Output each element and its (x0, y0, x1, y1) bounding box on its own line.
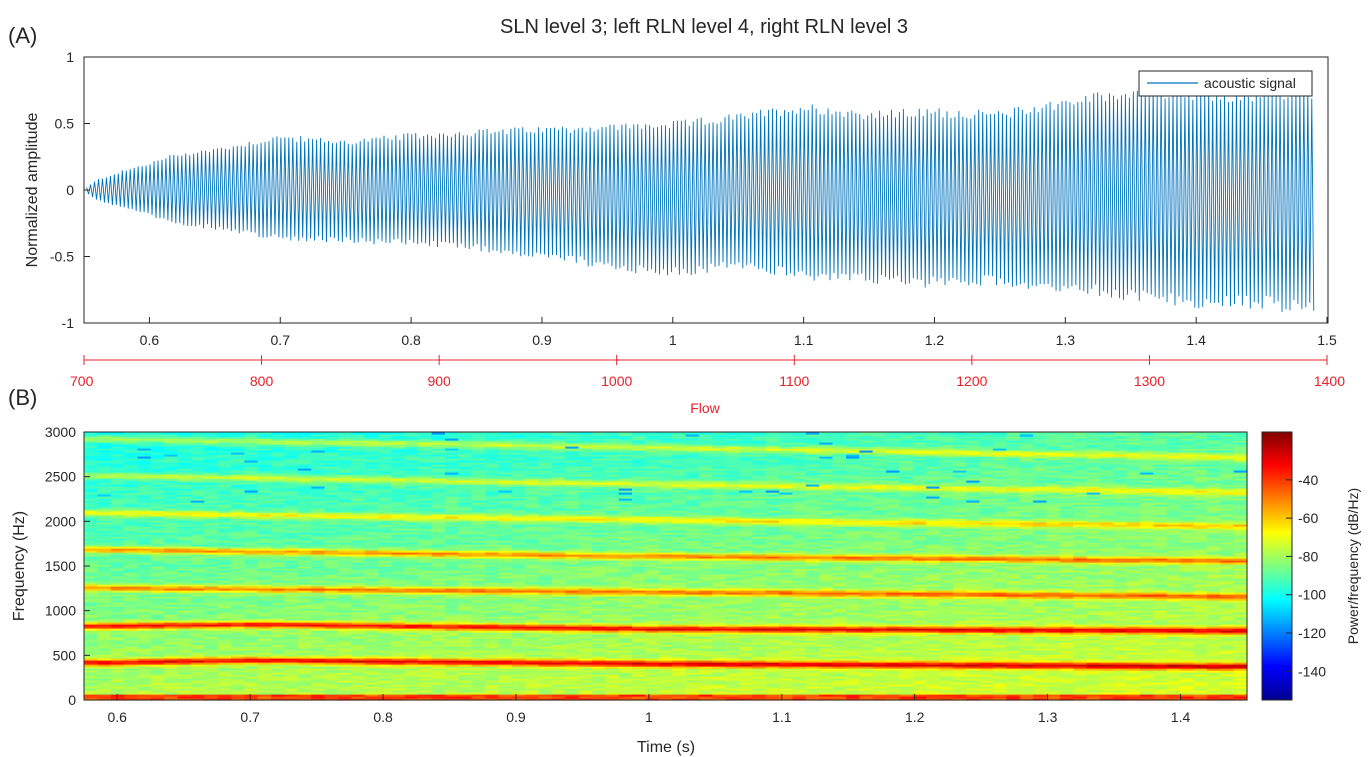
flow-tick-label: 1200 (956, 373, 987, 389)
x-tick-label-b: 0.9 (506, 709, 526, 725)
flow-tick-label: 900 (427, 373, 451, 389)
panel-b: (B) Frequency (Hz) Time (s) 0.6 0.7 0.8 0.9… (8, 385, 1361, 756)
colorbar-title: Power/frequency (dB/Hz) (1345, 488, 1361, 644)
spectrogram-heatmap (84, 432, 1248, 701)
axes-box-a (83, 56, 1329, 324)
y-tick-label-b: 2500 (45, 469, 76, 485)
axes-box-b (83, 431, 1248, 701)
signal-line (86, 88, 1315, 313)
colorbar-tick-label: -80 (1298, 548, 1318, 564)
x-tick-label-b: 1.3 (1038, 709, 1058, 725)
flow-tick-label: 1100 (779, 373, 809, 389)
x-tick-label-b: 1.1 (772, 709, 792, 725)
x-tick-label-a: 1.1 (794, 332, 814, 348)
y-tick-label-a: -1 (62, 315, 75, 331)
x-tick-label-a: 0.8 (401, 332, 421, 348)
colorbar-tick-label: -120 (1298, 625, 1326, 641)
colorbar-tick-label: -60 (1298, 510, 1318, 526)
y-tick-label-b: 0 (68, 692, 76, 708)
colorbar-tick-label: -40 (1298, 472, 1318, 488)
flow-axis-title: Flow (690, 400, 720, 416)
x-tick-label-b: 1.2 (905, 709, 925, 725)
colorbar-ticks: -40 -60 -80 -100 -120 -140 (1286, 472, 1326, 679)
y-tick-label-a: 1 (66, 49, 74, 65)
y-tick-label-b: 500 (53, 647, 77, 663)
panel-b-label: (B) (8, 385, 37, 410)
x-tick-label-a: 1.2 (925, 332, 945, 348)
colorbar (1261, 431, 1293, 701)
flow-tick-label: 1300 (1134, 373, 1165, 389)
y-tick-label-b: 2000 (45, 513, 76, 529)
colorbar-tick-label: -100 (1298, 587, 1326, 603)
x-tick-label-b: 0.8 (373, 709, 393, 725)
flow-tick-label: 800 (250, 373, 274, 389)
y-tick-label-a: -0.5 (50, 249, 74, 265)
y-tick-label-a: 0 (66, 182, 74, 198)
y-tick-label-a: 0.5 (55, 116, 75, 132)
x-tick-label-b: 1 (645, 709, 653, 725)
x-tick-label-a: 1.4 (1186, 332, 1206, 348)
flow-tick-label: 1400 (1314, 373, 1345, 389)
axis-ticks-a: 0.6 0.7 0.8 0.9 1 1.1 1.2 1.3 1.4 1.5 1 0.5 0 -0.5 -1 (50, 49, 1337, 348)
x-tick-label-a: 0.9 (532, 332, 552, 348)
panel-a-label: (A) (8, 23, 37, 48)
y-tick-label-b: 3000 (45, 424, 76, 440)
spectrogram-x-axis-title: Time (s) (637, 739, 695, 756)
x-tick-label-a: 1.5 (1317, 332, 1337, 348)
legend: acoustic signal (1138, 70, 1313, 97)
spectrogram-y-axis-title: Frequency (Hz) (11, 511, 28, 621)
y-axis-title: Normalized amplitude (24, 113, 41, 268)
acoustic-signal-trace (86, 88, 1315, 313)
flow-axis: 700 800 900 1000 1100 1200 1300 1400 (70, 355, 1345, 389)
y-tick-label-b: 1500 (45, 558, 76, 574)
x-tick-label-b: 0.6 (107, 709, 127, 725)
x-tick-label-b: 0.7 (240, 709, 260, 725)
flow-tick-label: 700 (70, 373, 94, 389)
chart-title: SLN level 3; left RLN level 4, right RLN… (500, 16, 908, 38)
y-tick-label-b: 1000 (45, 603, 76, 619)
panel-a: (A) SLN level 3; left RLN level 4, right… (8, 16, 1345, 416)
legend-label: acoustic signal (1204, 75, 1296, 91)
x-tick-label-a: 1.3 (1056, 332, 1076, 348)
axis-ticks-b: 0.6 0.7 0.8 0.9 1 1.1 1.2 1.3 1.4 3000 2500 2000 150… (45, 424, 1191, 725)
x-tick-label-a: 0.7 (271, 332, 291, 348)
flow-tick-label: 1000 (601, 373, 632, 389)
x-tick-label-a: 0.6 (140, 332, 160, 348)
x-tick-label-a: 1 (669, 332, 677, 348)
colorbar-tick-label: -140 (1298, 663, 1326, 679)
x-tick-label-b: 1.4 (1171, 709, 1191, 725)
